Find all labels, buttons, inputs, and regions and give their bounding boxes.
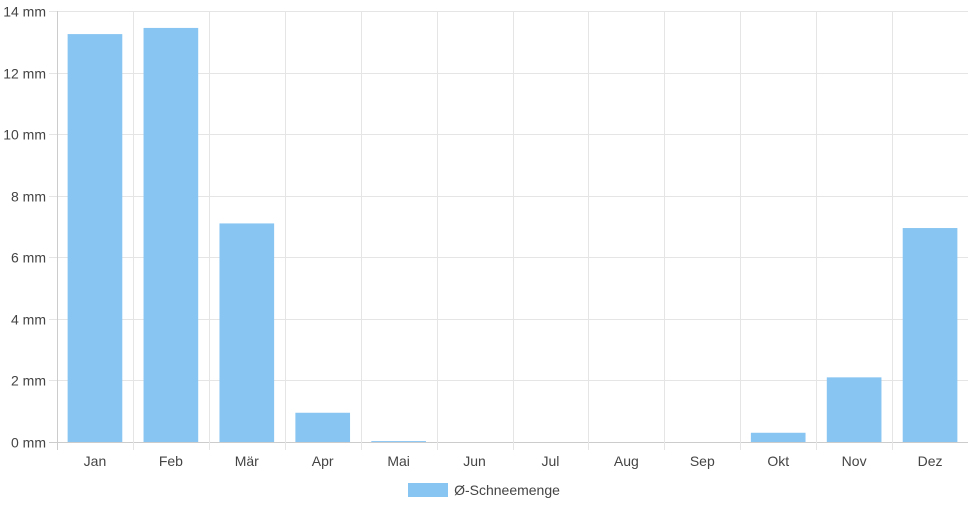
x-tick-label: Aug <box>614 453 639 469</box>
bar-dez[interactable] <box>902 228 958 442</box>
y-tick-label: 10 mm <box>3 127 46 143</box>
y-tick-label: 0 mm <box>11 435 46 451</box>
legend-swatch <box>408 483 449 497</box>
y-tick-label: 12 mm <box>3 66 46 82</box>
grid-lines <box>49 11 968 450</box>
legend-label: Ø-Schneemenge <box>454 482 560 498</box>
x-tick-label: Mai <box>387 453 410 469</box>
x-axis-ticks: Jan Feb Mär Apr Mai Jun Jul Aug Sep Okt Nov Dez <box>84 453 943 469</box>
x-tick-label: Jan <box>84 453 107 469</box>
bar-mai[interactable] <box>371 441 426 442</box>
x-tick-label: Okt <box>767 453 789 469</box>
x-tick-label: Sep <box>690 453 715 469</box>
bar-okt[interactable] <box>750 432 806 442</box>
x-tick-label: Nov <box>842 453 867 469</box>
bar-apr[interactable] <box>295 412 351 442</box>
bar-nov[interactable] <box>826 377 882 442</box>
y-tick-label: 14 mm <box>3 4 46 20</box>
legend[interactable]: Ø-Schneemenge <box>0 480 968 500</box>
bar-feb[interactable] <box>143 27 199 443</box>
x-tick-label: Mär <box>235 453 259 469</box>
bar-mär[interactable] <box>219 223 275 442</box>
y-axis-ticks: 0 mm 2 mm 4 mm 6 mm 8 mm 10 mm 12 mm 14 mm <box>3 4 46 451</box>
y-tick-label: 8 mm <box>11 189 46 205</box>
bar-jan[interactable] <box>67 34 123 442</box>
bars <box>67 27 958 443</box>
x-tick-label: Jun <box>463 453 486 469</box>
x-tick-label: Apr <box>312 453 334 469</box>
y-tick-label: 4 mm <box>11 312 46 328</box>
x-tick-label: Feb <box>159 453 183 469</box>
y-tick-label: 2 mm <box>11 373 46 389</box>
y-tick-label: 6 mm <box>11 250 46 266</box>
x-tick-label: Dez <box>918 453 943 469</box>
x-tick-label: Jul <box>542 453 560 469</box>
